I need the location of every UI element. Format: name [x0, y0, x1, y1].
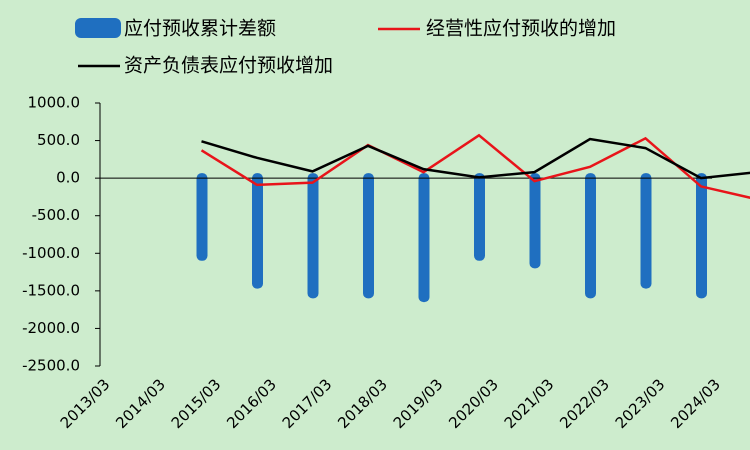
legend-label: 资产负债表应付预收增加 [124, 55, 333, 77]
legend-label: 应付预收累计差额 [124, 18, 276, 40]
bar [252, 173, 263, 289]
y-tick-label: -1000.0 [22, 244, 80, 262]
bar [696, 173, 707, 299]
x-tick-label: 2014/03 [112, 375, 169, 432]
x-tick-label: 2023/03 [612, 375, 669, 432]
line [201, 137, 750, 180]
x-tick-label: 2020/03 [445, 375, 502, 432]
bar [474, 173, 485, 261]
bar [196, 173, 208, 261]
y-tick-label: -2000.0 [22, 319, 80, 337]
x-tick-label: 2022/03 [556, 375, 613, 432]
x-tick-label: 2018/03 [334, 375, 391, 432]
x-tick-label: 2013/03 [57, 375, 114, 432]
bar [363, 173, 374, 299]
x-tick-label: 2016/03 [223, 375, 280, 432]
line [200, 133, 750, 199]
y-tick-label: -1500.0 [22, 281, 80, 299]
bar [640, 173, 652, 289]
y-tick-label: -2500.0 [22, 357, 80, 375]
y-tick-label: 0.0 [56, 169, 80, 187]
legend-swatch [75, 18, 121, 38]
x-tick-label: 2024/03 [667, 375, 724, 432]
bar [307, 173, 319, 299]
bar [418, 173, 430, 303]
y-tick-label: 1000.0 [28, 94, 81, 112]
bar [529, 173, 541, 269]
legend-label: 经营性应付预收的增加 [426, 18, 616, 40]
y-tick-label: 500.0 [37, 131, 80, 149]
x-tick-label: 2021/03 [501, 375, 558, 432]
x-tick-label: 2019/03 [390, 375, 447, 432]
x-tick-label: 2015/03 [168, 375, 225, 432]
x-tick-label: 2017/03 [279, 375, 336, 432]
bar [585, 173, 596, 299]
y-tick-label: -500.0 [32, 206, 80, 224]
